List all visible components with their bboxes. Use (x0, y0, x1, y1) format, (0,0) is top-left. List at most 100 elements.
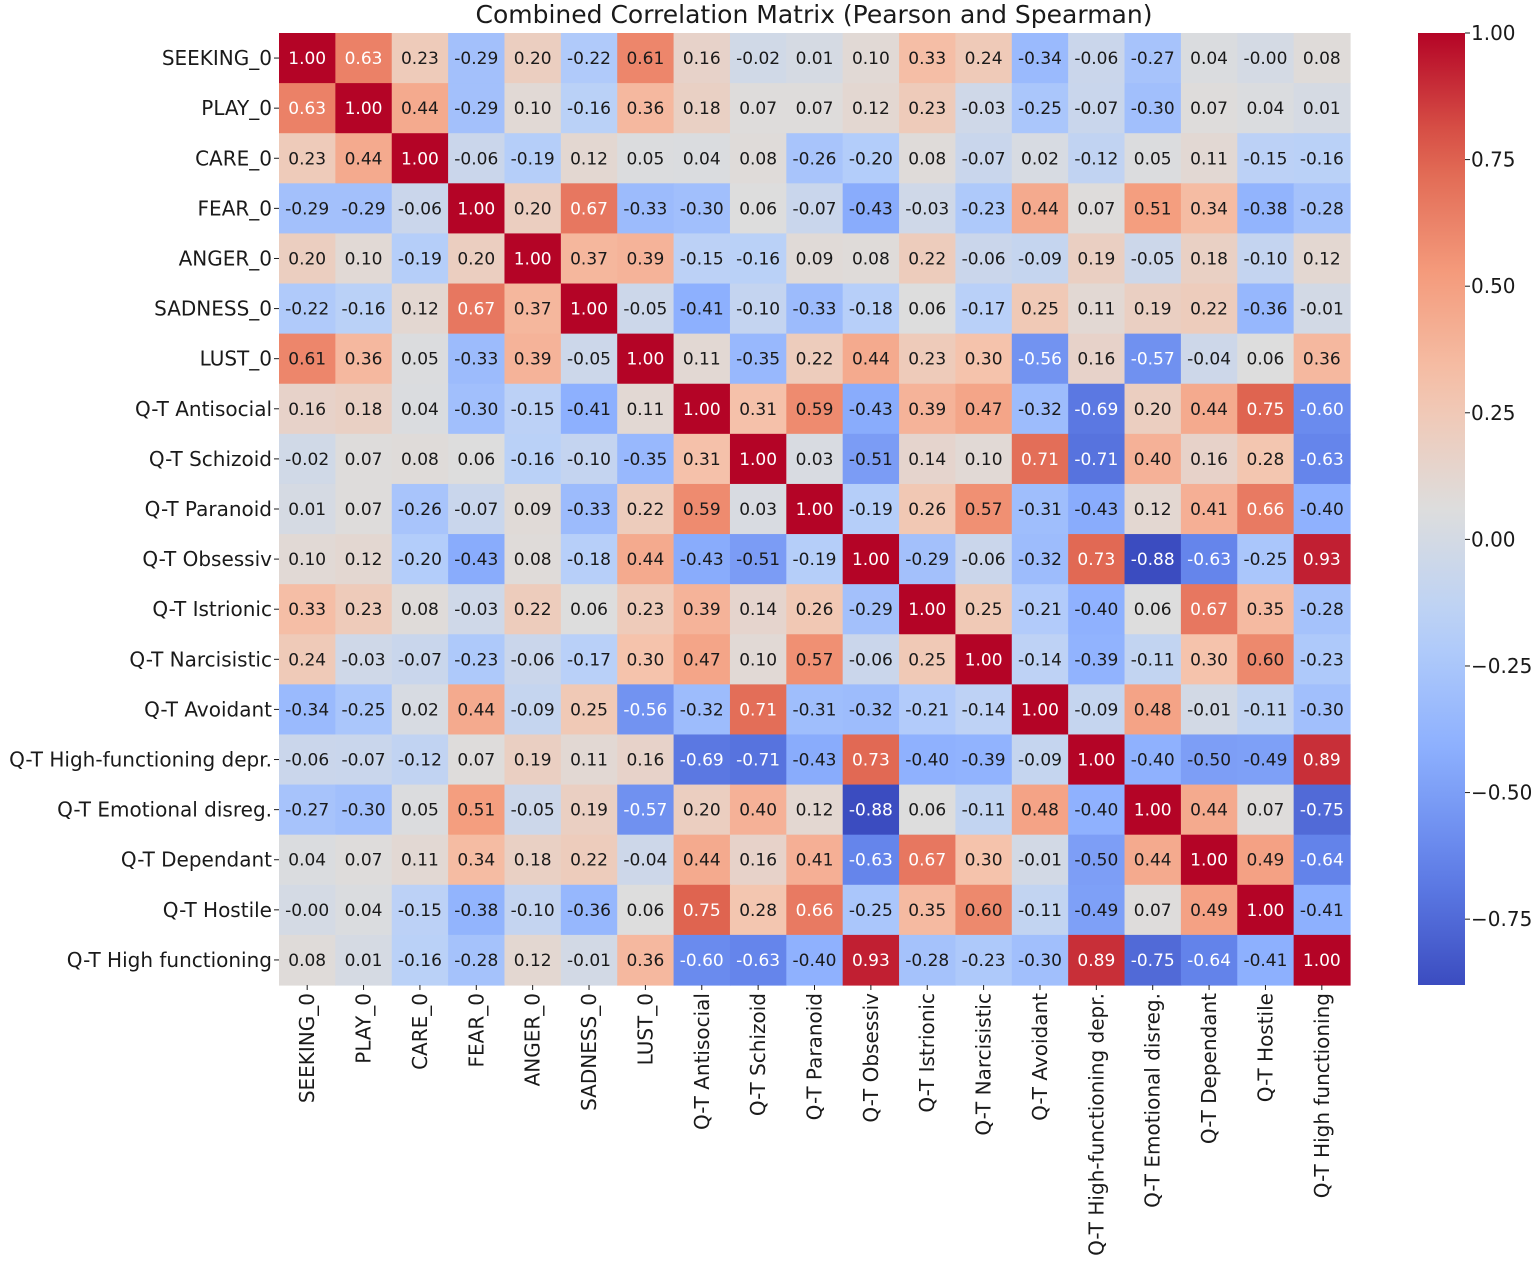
cell-value-label: -0.40 (793, 951, 837, 971)
heatmap-cell (955, 183, 1013, 235)
heatmap-cell (955, 534, 1013, 585)
cell-value-label: -0.63 (736, 951, 780, 971)
heatmap-cell (673, 934, 731, 986)
heatmap-cell (673, 183, 731, 235)
cell-value-label: -0.29 (454, 49, 498, 69)
heatmap-cell (279, 33, 336, 84)
cell-value-label: 0.05 (1134, 149, 1172, 169)
row-label: PLAY_0 (201, 96, 272, 120)
heatmap-cell (786, 884, 844, 936)
heatmap-cell (899, 483, 957, 535)
cell-value-label: -0.41 (1300, 901, 1344, 921)
heatmap-cell (729, 283, 787, 335)
heatmap-cell (1124, 884, 1182, 936)
heatmap-cell (729, 584, 787, 635)
cell-value-label: 0.11 (570, 751, 608, 771)
cell-value-label: 0.28 (739, 901, 777, 921)
heatmap-cell (1237, 784, 1295, 836)
heatmap-cell (279, 383, 336, 435)
heatmap-cell (955, 433, 1013, 485)
cell-value-label: 0.31 (739, 400, 777, 420)
heatmap-cell (1180, 183, 1238, 235)
heatmap-cell (955, 133, 1013, 184)
cell-value-label: 0.36 (626, 951, 664, 971)
column-label: Q-T Obsessiv (859, 993, 883, 1123)
cell-value-label: -0.23 (962, 199, 1006, 219)
heatmap-cell (335, 283, 393, 335)
heatmap-cell (448, 183, 506, 235)
cell-value-label: -0.11 (962, 801, 1006, 821)
heatmap-cell (391, 33, 449, 84)
heatmap-cell (1068, 283, 1126, 335)
heatmap-cell (1068, 33, 1126, 84)
heatmap-cell (335, 534, 393, 585)
heatmap-cell (279, 433, 336, 485)
heatmap-cell (729, 83, 787, 134)
heatmap-cell (842, 483, 900, 535)
heatmap-cell (1068, 834, 1126, 886)
cell-value-label: -0.40 (1074, 801, 1118, 821)
cell-value-label: -0.19 (398, 249, 442, 269)
heatmap-cell (1293, 684, 1351, 736)
cell-value-label: 0.19 (1134, 300, 1172, 320)
heatmap-cell (391, 884, 449, 936)
cell-value-label: -0.26 (398, 500, 442, 520)
heatmap-cell (448, 333, 506, 385)
heatmap-cell (560, 83, 618, 134)
heatmap-cell (842, 133, 900, 184)
heatmap-cell (617, 734, 675, 786)
cell-value-label: 0.20 (514, 199, 552, 219)
cell-value-label: 0.09 (796, 249, 834, 269)
cell-value-label: 0.35 (1247, 600, 1285, 620)
cell-value-label: 0.30 (965, 851, 1003, 871)
cell-value-label: 0.20 (514, 49, 552, 69)
cell-value-label: -0.15 (680, 249, 724, 269)
heatmap-cell (786, 634, 844, 685)
cell-value-label: 0.09 (514, 500, 552, 520)
heatmap-cell (279, 684, 336, 736)
heatmap-cell (391, 784, 449, 836)
heatmap-cell (1011, 183, 1069, 235)
cell-value-label: -0.71 (736, 751, 780, 771)
colorbar-gradient (1418, 33, 1465, 985)
heatmap-cell (448, 934, 506, 986)
cell-value-label: -0.07 (1074, 99, 1118, 119)
cell-value-label: -0.09 (1018, 751, 1062, 771)
heatmap-cell (673, 283, 731, 335)
heatmap-cell (335, 433, 393, 485)
cell-value-label: -0.06 (1074, 49, 1118, 69)
heatmap-cell (1124, 133, 1182, 184)
cell-value-label: -0.15 (511, 400, 555, 420)
colorbar-tick-label: −0.50 (1471, 781, 1532, 805)
heatmap-cell (842, 33, 900, 84)
cell-value-label: 0.59 (683, 500, 721, 520)
heatmap-cell (391, 834, 449, 886)
cell-value-label: 1.00 (401, 149, 439, 169)
cell-value-label: 0.04 (1190, 49, 1228, 69)
cell-value-label: 0.07 (1077, 199, 1115, 219)
heatmap-cell (729, 133, 787, 184)
cell-value-label: 0.26 (908, 500, 946, 520)
heatmap-cell (955, 83, 1013, 134)
cell-value-label: -0.27 (1131, 49, 1175, 69)
heatmap-cell (335, 333, 393, 385)
cell-value-label: 0.28 (1247, 450, 1285, 470)
column-label: LUST_0 (633, 993, 657, 1065)
heatmap-cell (1068, 333, 1126, 385)
colorbar: 1.00 0.75 0.50 0.25 0.00 −0.25 −0.50 −0.75 (1418, 21, 1532, 985)
heatmap-cell (1068, 884, 1126, 936)
cell-value-label: -0.14 (962, 700, 1006, 720)
heatmap-cell (391, 584, 449, 635)
cell-value-label: -0.60 (680, 951, 724, 971)
cell-value-label: -0.69 (1074, 400, 1118, 420)
cell-value-label: -0.43 (793, 751, 837, 771)
heatmap-cell (335, 483, 393, 535)
heatmap-cell (617, 433, 675, 485)
heatmap-cell (560, 834, 618, 886)
heatmap-cell (1180, 884, 1238, 936)
cell-value-label: 0.36 (626, 99, 664, 119)
heatmap-cell (899, 283, 957, 335)
heatmap-cell (1293, 33, 1351, 84)
cell-value-label: -0.28 (1300, 600, 1344, 620)
heatmap-cell (1293, 884, 1351, 936)
